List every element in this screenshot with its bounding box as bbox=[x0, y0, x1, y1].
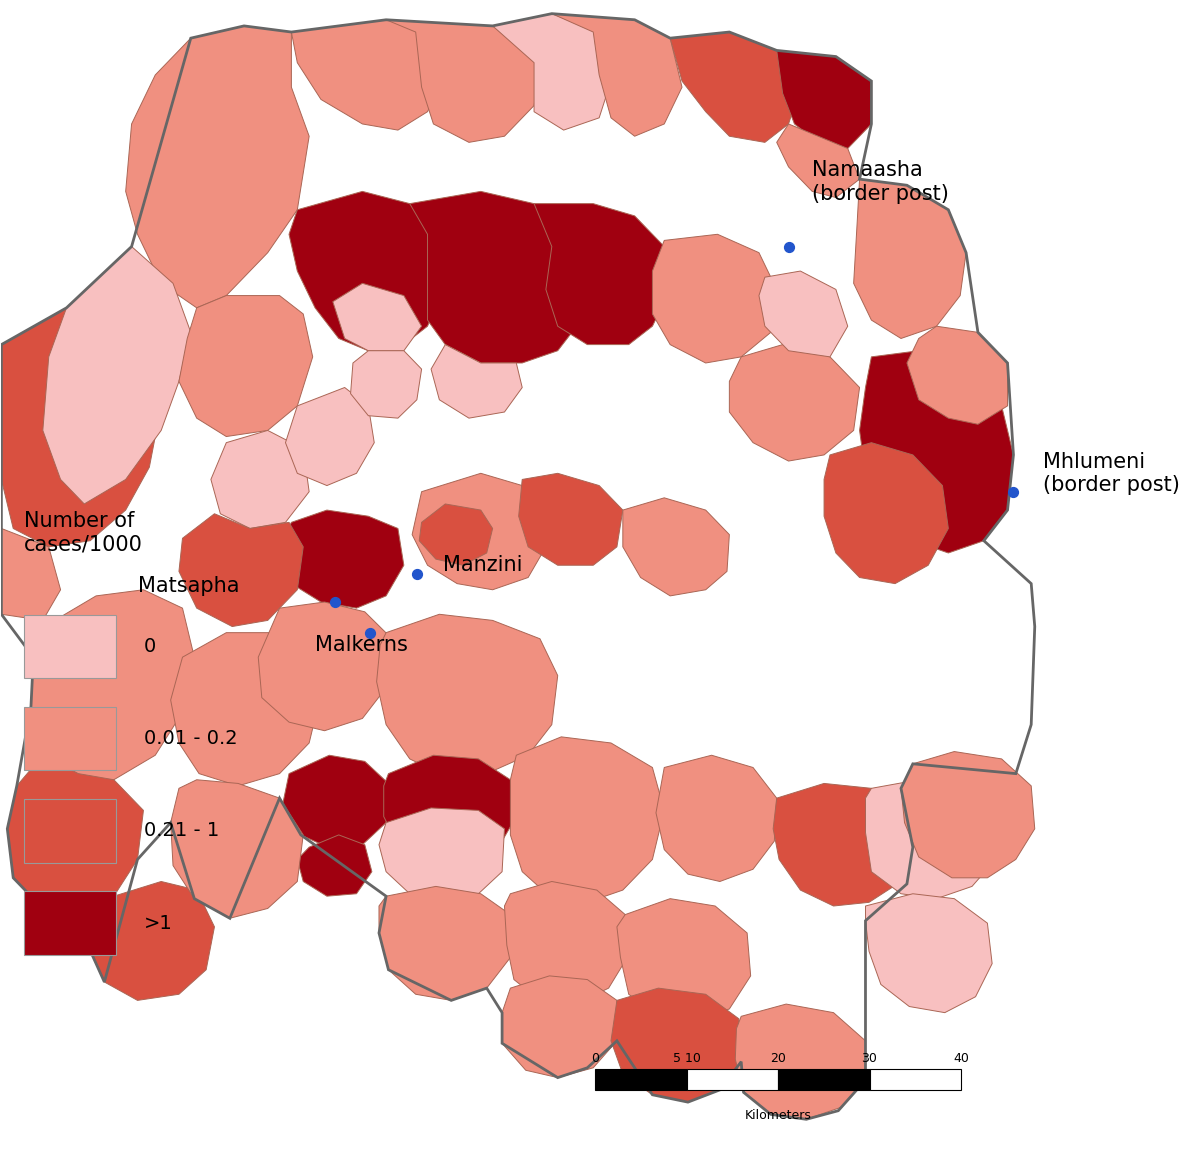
Polygon shape bbox=[126, 25, 310, 308]
Polygon shape bbox=[730, 344, 859, 461]
Polygon shape bbox=[7, 755, 144, 915]
Polygon shape bbox=[409, 192, 587, 363]
Text: 40: 40 bbox=[953, 1052, 968, 1065]
Polygon shape bbox=[298, 835, 372, 896]
Polygon shape bbox=[534, 203, 670, 344]
Point bbox=[779, 237, 798, 255]
Polygon shape bbox=[43, 246, 191, 504]
Polygon shape bbox=[736, 1004, 865, 1119]
Polygon shape bbox=[853, 179, 966, 338]
Polygon shape bbox=[776, 124, 859, 198]
Polygon shape bbox=[623, 498, 730, 596]
Point bbox=[407, 565, 426, 583]
Polygon shape bbox=[1, 308, 161, 546]
Polygon shape bbox=[493, 14, 611, 131]
Polygon shape bbox=[518, 474, 623, 565]
Text: 30: 30 bbox=[862, 1052, 877, 1065]
Text: 0: 0 bbox=[592, 1052, 599, 1065]
Polygon shape bbox=[179, 514, 304, 626]
Polygon shape bbox=[502, 976, 617, 1078]
Polygon shape bbox=[907, 326, 1008, 424]
FancyBboxPatch shape bbox=[24, 707, 115, 770]
Polygon shape bbox=[865, 780, 1000, 899]
Polygon shape bbox=[88, 881, 215, 1000]
Text: Mhlumeni
(border post): Mhlumeni (border post) bbox=[1043, 452, 1180, 494]
Polygon shape bbox=[211, 431, 310, 529]
Polygon shape bbox=[865, 894, 992, 1013]
Polygon shape bbox=[170, 633, 320, 785]
Polygon shape bbox=[552, 14, 682, 136]
Polygon shape bbox=[179, 296, 313, 437]
Polygon shape bbox=[332, 283, 421, 351]
Polygon shape bbox=[277, 511, 404, 609]
Polygon shape bbox=[653, 234, 776, 363]
Polygon shape bbox=[384, 755, 516, 862]
Polygon shape bbox=[611, 989, 742, 1102]
FancyBboxPatch shape bbox=[686, 1070, 778, 1090]
Polygon shape bbox=[379, 886, 510, 1000]
Polygon shape bbox=[419, 504, 493, 565]
Polygon shape bbox=[776, 51, 871, 149]
Polygon shape bbox=[656, 755, 776, 881]
FancyBboxPatch shape bbox=[24, 614, 115, 678]
Text: >1: >1 bbox=[144, 914, 173, 933]
FancyBboxPatch shape bbox=[24, 799, 115, 863]
Text: Kilometers: Kilometers bbox=[745, 1109, 811, 1122]
Polygon shape bbox=[670, 32, 800, 142]
FancyBboxPatch shape bbox=[595, 1070, 686, 1090]
Polygon shape bbox=[824, 442, 948, 583]
Polygon shape bbox=[386, 20, 540, 142]
Polygon shape bbox=[901, 752, 1034, 878]
Text: 20: 20 bbox=[770, 1052, 786, 1065]
Polygon shape bbox=[170, 780, 304, 918]
Polygon shape bbox=[859, 351, 1014, 553]
Polygon shape bbox=[510, 737, 665, 902]
FancyBboxPatch shape bbox=[870, 1070, 961, 1090]
Polygon shape bbox=[773, 783, 913, 906]
Polygon shape bbox=[258, 602, 392, 731]
Text: Number of
cases/1000: Number of cases/1000 bbox=[24, 512, 143, 554]
Polygon shape bbox=[292, 20, 445, 131]
Polygon shape bbox=[617, 899, 751, 1021]
Polygon shape bbox=[758, 271, 847, 357]
Text: 0: 0 bbox=[144, 638, 156, 656]
Polygon shape bbox=[286, 388, 374, 485]
Point bbox=[325, 593, 344, 611]
Polygon shape bbox=[1, 529, 60, 620]
Text: Malkerns: Malkerns bbox=[316, 635, 408, 655]
FancyBboxPatch shape bbox=[778, 1070, 870, 1090]
Text: Manzini: Manzini bbox=[443, 556, 522, 575]
Polygon shape bbox=[504, 881, 629, 1004]
Point bbox=[360, 624, 379, 642]
Polygon shape bbox=[412, 474, 546, 590]
Polygon shape bbox=[282, 755, 389, 850]
Polygon shape bbox=[431, 344, 522, 418]
FancyBboxPatch shape bbox=[24, 892, 115, 955]
Polygon shape bbox=[31, 590, 194, 780]
Text: 0.21 - 1: 0.21 - 1 bbox=[144, 821, 220, 841]
Polygon shape bbox=[289, 192, 445, 351]
Polygon shape bbox=[350, 351, 421, 418]
Text: Matsapha: Matsapha bbox=[138, 576, 239, 596]
Text: Namaasha
(border post): Namaasha (border post) bbox=[812, 161, 949, 203]
Polygon shape bbox=[379, 808, 504, 902]
Text: 5 10: 5 10 bbox=[673, 1052, 701, 1065]
Point bbox=[1004, 483, 1024, 501]
Polygon shape bbox=[377, 614, 558, 776]
Text: 0.01 - 0.2: 0.01 - 0.2 bbox=[144, 729, 238, 748]
